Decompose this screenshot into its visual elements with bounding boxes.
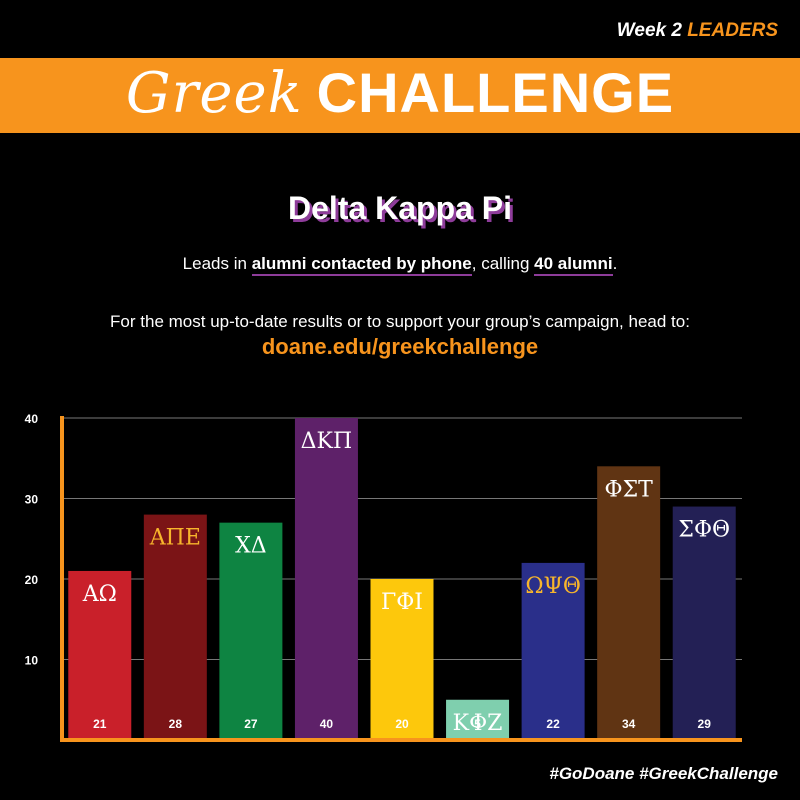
bar-category-label: ΑΠΕ — [149, 526, 201, 551]
hashtags: #GoDoane #GreekChallenge — [549, 764, 778, 783]
bar-category-label: ΚΦΖ — [453, 711, 503, 736]
bar-category-label: ΓΦΙ — [381, 590, 423, 615]
bar-category-label: ΔΚΠ — [301, 429, 353, 454]
bar-category-label: ΑΩ — [82, 582, 117, 607]
bar-category-label: ΧΔ — [235, 534, 267, 559]
leads-metric: alumni contacted by phone — [251, 254, 472, 276]
bar-value-label: 22 — [546, 717, 560, 731]
bar-category-label: ΩΨΘ — [525, 574, 581, 599]
leads-count: 40 alumni — [534, 254, 613, 276]
y-tick-label: 30 — [25, 493, 39, 507]
bar-category-label: ΣΦΘ — [678, 518, 730, 543]
bar-value-label: 34 — [622, 717, 636, 731]
bar — [294, 418, 358, 740]
y-tick-label: 40 — [25, 412, 39, 426]
leader-name: Delta Kappa Pi — [287, 190, 513, 226]
bar-value-label: 21 — [93, 717, 107, 731]
leaders-label: LEADERS — [687, 20, 778, 41]
leads-sentence: Leads in alumni contacted by phone, call… — [0, 254, 800, 276]
bar — [597, 466, 661, 740]
bar-value-label: 20 — [395, 717, 409, 731]
leads-prefix: Leads in — [182, 254, 247, 273]
campaign-url[interactable]: doane.edu/greekchallenge — [261, 334, 539, 359]
bar — [370, 579, 434, 740]
banner-title: Greek CHALLENGE — [0, 60, 800, 126]
y-tick-label: 20 — [25, 573, 39, 587]
bar-value-label: 5 — [474, 717, 481, 731]
bar — [143, 514, 207, 740]
bar-category-label: ΦΣΤ — [605, 477, 654, 502]
bar — [68, 570, 132, 740]
banner-script-word: Greek — [125, 61, 303, 126]
bar-value-label: 27 — [244, 717, 258, 731]
bar — [219, 522, 283, 740]
banner-bold-word: CHALLENGE — [316, 61, 675, 124]
leads-suffix: . — [612, 254, 618, 273]
bar-value-label: 28 — [169, 717, 183, 731]
bar — [672, 506, 736, 740]
title-banner: Greek CHALLENGE — [0, 58, 800, 133]
y-tick-label: 10 — [25, 654, 39, 668]
week-leaders-label: Week 2 LEADERS — [617, 20, 778, 42]
info-text: For the most up-to-date results or to su… — [110, 312, 690, 331]
bar-value-label: 29 — [698, 717, 712, 731]
bar-value-label: 40 — [320, 717, 334, 731]
leads-middle: , calling — [471, 254, 530, 273]
bar — [446, 699, 510, 740]
bar — [521, 562, 585, 740]
week-label: Week 2 — [616, 20, 682, 41]
